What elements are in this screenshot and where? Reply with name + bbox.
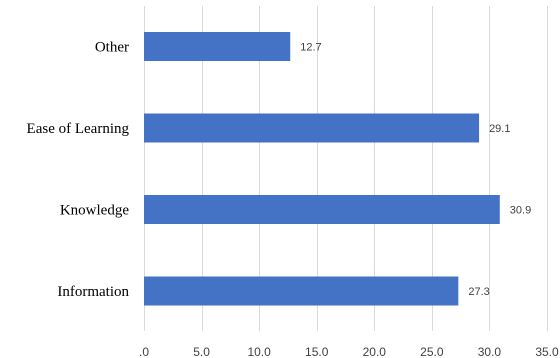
- bar: [144, 276, 459, 306]
- data-labels: 12.7 29.1 30.9 27.3: [300, 42, 531, 299]
- category-label: Other: [95, 40, 129, 56]
- category-labels: Other Ease of Learning Knowledge Informatio…: [27, 40, 130, 301]
- bar: [144, 113, 480, 143]
- data-label: 12.7: [300, 42, 321, 54]
- x-tick-label: 5.0: [193, 345, 210, 358]
- category-label: Knowledge: [60, 203, 129, 219]
- x-tick-label: 10.0: [247, 345, 271, 358]
- x-tick-label: 30.0: [478, 345, 502, 358]
- bar: [144, 32, 291, 61]
- data-label: 30.9: [510, 205, 531, 217]
- data-label: 29.1: [489, 123, 510, 135]
- x-tick-label: 20.0: [363, 345, 387, 358]
- category-label: Information: [57, 284, 129, 300]
- bar: [144, 195, 500, 224]
- category-label: Ease of Learning: [27, 121, 130, 137]
- bars: [144, 32, 500, 306]
- x-tick-label: 35.0: [535, 345, 559, 358]
- data-label: 27.3: [468, 286, 489, 298]
- x-tick-label: .0: [139, 345, 149, 358]
- x-tick-label: 25.0: [420, 345, 444, 358]
- x-tick-label: 15.0: [305, 345, 329, 358]
- x-tick-labels: .0 5.0 10.0 15.0 20.0 25.0 30.0 35.0: [139, 345, 559, 358]
